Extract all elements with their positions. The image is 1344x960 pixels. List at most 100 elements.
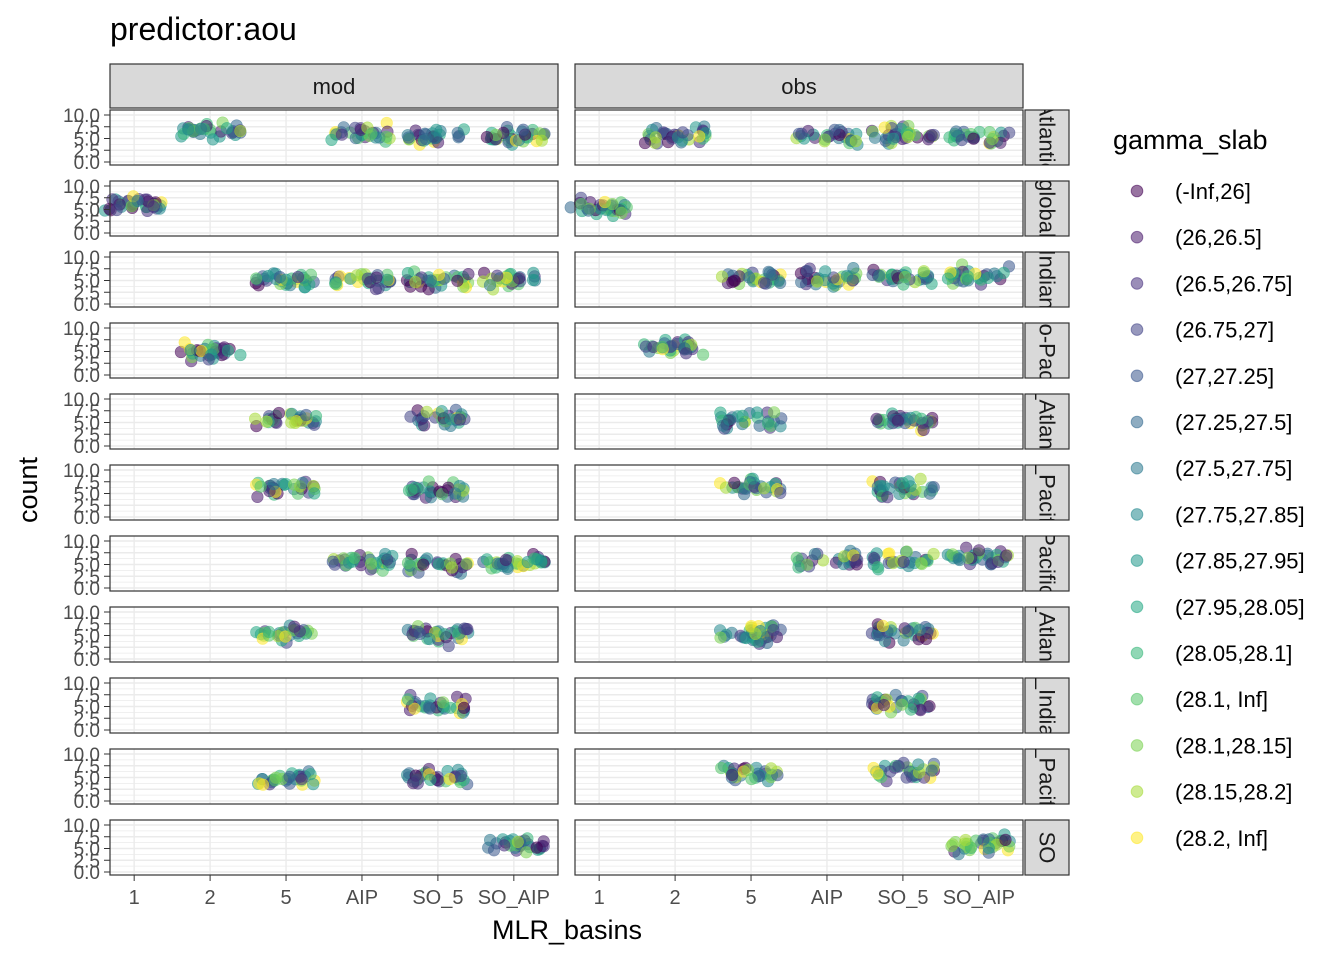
data-point [941, 272, 955, 285]
data-point [912, 692, 925, 705]
data-point [827, 271, 840, 284]
x-tick-label: AIP [811, 887, 843, 909]
data-point [726, 276, 739, 289]
facet-row-strip-bg [1024, 180, 1070, 237]
data-point [999, 833, 1012, 847]
data-point [959, 833, 972, 847]
data-point [458, 622, 471, 635]
panel-mod-Indian [109, 251, 559, 308]
data-point [293, 625, 306, 638]
data-point [917, 265, 931, 278]
y-tick-label: 10.0 [63, 461, 100, 482]
y-tick-label: 2.5 [74, 425, 100, 446]
y-tick-label: 0.0 [74, 224, 100, 245]
panel-obs-S_Pacific [574, 748, 1024, 805]
facet-strip-obs: obs [574, 63, 1024, 109]
data-point [828, 123, 841, 136]
data-point [767, 406, 781, 419]
y-axis-S_Atlantic: 0.02.55.07.510.0 [63, 603, 110, 671]
x-tick-label: AIP [346, 887, 378, 909]
data-point [484, 833, 497, 847]
data-point [131, 194, 144, 207]
legend-entry: (28.2, Inf] [1130, 826, 1268, 851]
panel-background [110, 465, 558, 520]
data-point [350, 269, 364, 282]
panel-mod-global [98, 180, 559, 237]
data-point [417, 558, 430, 571]
panel-obs-Atlantic [574, 109, 1024, 166]
facet-row-strip-label: Atlantic [1035, 101, 1060, 173]
facet-row-strip-label: N_Atlantic [1035, 371, 1060, 471]
facet-row-strip-label: S_Indian [1035, 662, 1060, 749]
legend-title: gamma_slab [1113, 125, 1268, 155]
y-axis-title: count [13, 456, 43, 523]
panel-mod-S_Pacific [109, 748, 559, 805]
panel-background [575, 465, 1023, 520]
y-tick-label: 7.5 [74, 828, 100, 849]
data-point [897, 278, 910, 291]
y-tick-label: 5.0 [74, 698, 100, 719]
data-point [283, 770, 296, 783]
x-axis-obs: 1 2 5 AIP SO_5 SO_AIP [594, 875, 1015, 909]
y-tick-label: 7.5 [74, 331, 100, 352]
y-tick-label: 10.0 [63, 674, 100, 695]
data-point [110, 203, 123, 217]
data-point [462, 268, 475, 281]
data-point [762, 265, 775, 278]
data-point [800, 265, 814, 278]
data-point [365, 127, 378, 140]
data-point [953, 553, 966, 567]
panel-border [574, 819, 1024, 876]
panel-mod-S_Atlantic [109, 606, 559, 663]
y-tick-label: 5.0 [74, 769, 100, 790]
panel-border [574, 180, 1024, 237]
legend-label: (26.5,26.75] [1175, 271, 1292, 296]
facet-strip-mod: mod [109, 63, 559, 109]
data-point [895, 698, 909, 711]
panel-mod-Pacific [109, 535, 559, 592]
panel-border [109, 180, 559, 237]
y-axis-S_Pacific: 0.02.55.07.510.0 [63, 745, 110, 813]
data-point [487, 844, 501, 857]
data-point [291, 270, 305, 284]
legend-key [1130, 415, 1144, 429]
y-axis-N_Pacific: 0.02.55.07.510.0 [63, 461, 110, 529]
panel-mod-N_Atlantic [109, 393, 559, 450]
facet-row-strip-bg [1024, 322, 1070, 379]
legend-key [1130, 831, 1144, 845]
y-tick-label: 0.0 [74, 579, 100, 600]
data-point [253, 777, 266, 790]
data-point [520, 846, 533, 859]
data-point [511, 555, 524, 568]
data-point [325, 133, 338, 146]
data-point [420, 405, 433, 418]
y-tick-label: 2.5 [74, 638, 100, 659]
data-point [764, 762, 778, 775]
panel-border [109, 677, 559, 734]
data-point [422, 475, 435, 488]
panel-border [109, 464, 559, 521]
y-tick-label: 0.0 [74, 295, 100, 316]
data-point [234, 124, 247, 138]
y-tick-label: 0.0 [74, 153, 100, 174]
data-point [206, 133, 219, 146]
y-tick-label: 7.5 [74, 544, 100, 565]
panel-border [574, 393, 1024, 450]
panel-obs-S_Indian [574, 677, 1024, 734]
data-point [849, 135, 862, 148]
y-tick-label: 5.0 [74, 840, 100, 861]
facet-row-strip-bg [1024, 251, 1070, 308]
legend-label: (28.05,28.1] [1175, 641, 1292, 666]
data-point [649, 131, 662, 144]
legend-label: (26.75,27] [1175, 318, 1274, 343]
data-point [380, 130, 393, 143]
y-tick-label: 10.0 [63, 106, 100, 127]
data-point [615, 206, 628, 219]
legend-key [1130, 461, 1144, 475]
y-axis-Indo-Pacific: 0.02.55.07.510.0 [63, 319, 110, 387]
data-point [819, 265, 832, 278]
data-point [795, 127, 808, 140]
facet-row-strip-SO: SO [1024, 819, 1070, 876]
y-axis-SO: 0.02.55.07.510.0 [63, 816, 110, 884]
